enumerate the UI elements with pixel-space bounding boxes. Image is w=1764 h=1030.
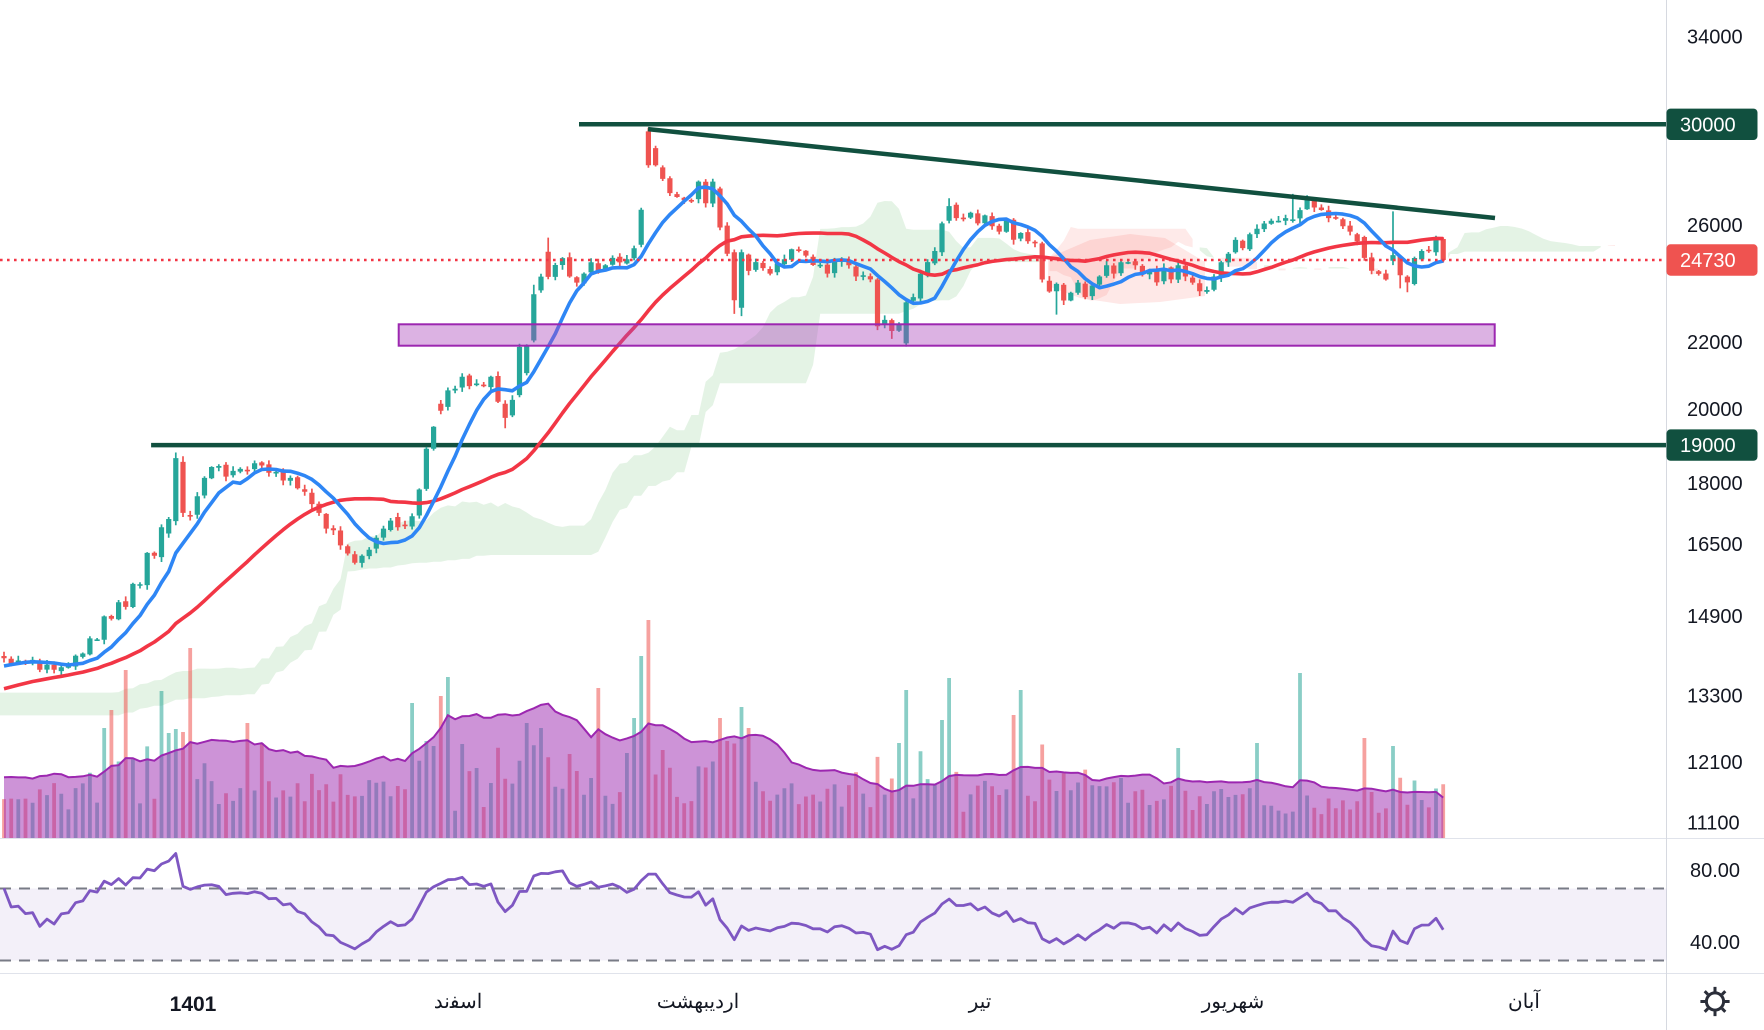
svg-text:30000: 30000	[1680, 114, 1736, 136]
svg-text:26000: 26000	[1687, 215, 1743, 237]
svg-text:14900: 14900	[1687, 606, 1743, 628]
svg-text:34000: 34000	[1687, 26, 1743, 48]
svg-text:40.00: 40.00	[1690, 932, 1740, 954]
svg-text:16500: 16500	[1687, 534, 1743, 556]
svg-text:19000: 19000	[1680, 435, 1736, 457]
svg-text:24730: 24730	[1680, 250, 1736, 272]
svg-text:18000: 18000	[1687, 473, 1743, 495]
svg-text:11100: 11100	[1687, 813, 1740, 835]
svg-text:20000: 20000	[1687, 399, 1743, 421]
svg-text:80.00: 80.00	[1690, 860, 1740, 882]
svg-text:22000: 22000	[1687, 332, 1743, 354]
svg-text:1401: 1401	[170, 993, 217, 1016]
svg-text:13300: 13300	[1687, 686, 1743, 708]
svg-text:12100: 12100	[1687, 752, 1743, 774]
